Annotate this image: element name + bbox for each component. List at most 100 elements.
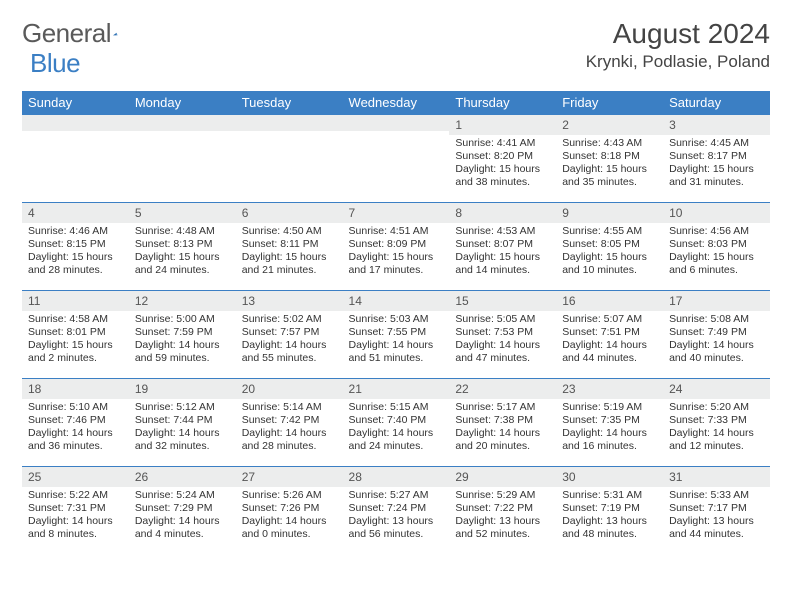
calendar-empty-cell (22, 115, 129, 203)
daylight-text-1: Daylight: 14 hours (349, 339, 444, 352)
sunset-text: Sunset: 7:33 PM (669, 414, 764, 427)
day-details: Sunrise: 5:19 AMSunset: 7:35 PMDaylight:… (556, 399, 663, 457)
daylight-text-2: and 24 minutes. (349, 440, 444, 453)
sunrise-text: Sunrise: 4:58 AM (28, 313, 123, 326)
daylight-text-2: and 8 minutes. (28, 528, 123, 541)
day-number: 25 (22, 467, 129, 487)
daylight-text-1: Daylight: 14 hours (242, 339, 337, 352)
day-number: 26 (129, 467, 236, 487)
sunset-text: Sunset: 7:53 PM (455, 326, 550, 339)
daylight-text-2: and 28 minutes. (242, 440, 337, 453)
sunset-text: Sunset: 7:38 PM (455, 414, 550, 427)
daylight-text-1: Daylight: 14 hours (242, 515, 337, 528)
daylight-text-2: and 55 minutes. (242, 352, 337, 365)
day-number: 27 (236, 467, 343, 487)
day-details: Sunrise: 4:46 AMSunset: 8:15 PMDaylight:… (22, 223, 129, 281)
sunset-text: Sunset: 8:15 PM (28, 238, 123, 251)
day-number: 28 (343, 467, 450, 487)
daylight-text-2: and 24 minutes. (135, 264, 230, 277)
calendar-day-cell: 14Sunrise: 5:03 AMSunset: 7:55 PMDayligh… (343, 291, 450, 379)
day-details: Sunrise: 5:24 AMSunset: 7:29 PMDaylight:… (129, 487, 236, 545)
daylight-text-1: Daylight: 14 hours (562, 427, 657, 440)
sunrise-text: Sunrise: 5:02 AM (242, 313, 337, 326)
day-number: 30 (556, 467, 663, 487)
daylight-text-1: Daylight: 14 hours (455, 427, 550, 440)
calendar-week-row: 4Sunrise: 4:46 AMSunset: 8:15 PMDaylight… (22, 203, 770, 291)
day-details: Sunrise: 5:00 AMSunset: 7:59 PMDaylight:… (129, 311, 236, 369)
daylight-text-1: Daylight: 15 hours (349, 251, 444, 264)
calendar-day-cell: 7Sunrise: 4:51 AMSunset: 8:09 PMDaylight… (343, 203, 450, 291)
sunset-text: Sunset: 8:05 PM (562, 238, 657, 251)
daylight-text-1: Daylight: 15 hours (28, 251, 123, 264)
weekday-header: Saturday (663, 91, 770, 115)
sunset-text: Sunset: 8:17 PM (669, 150, 764, 163)
day-details: Sunrise: 5:03 AMSunset: 7:55 PMDaylight:… (343, 311, 450, 369)
day-details: Sunrise: 4:48 AMSunset: 8:13 PMDaylight:… (129, 223, 236, 281)
day-number: 9 (556, 203, 663, 223)
day-number: 18 (22, 379, 129, 399)
day-details: Sunrise: 5:14 AMSunset: 7:42 PMDaylight:… (236, 399, 343, 457)
daylight-text-1: Daylight: 14 hours (242, 427, 337, 440)
calendar-empty-cell (129, 115, 236, 203)
daylight-text-1: Daylight: 14 hours (135, 427, 230, 440)
sunset-text: Sunset: 8:11 PM (242, 238, 337, 251)
sunset-text: Sunset: 7:44 PM (135, 414, 230, 427)
day-details: Sunrise: 4:50 AMSunset: 8:11 PMDaylight:… (236, 223, 343, 281)
sunset-text: Sunset: 7:40 PM (349, 414, 444, 427)
daylight-text-2: and 38 minutes. (455, 176, 550, 189)
sunset-text: Sunset: 7:26 PM (242, 502, 337, 515)
daylight-text-1: Daylight: 15 hours (562, 163, 657, 176)
day-number: 7 (343, 203, 450, 223)
daylight-text-2: and 28 minutes. (28, 264, 123, 277)
sunrise-text: Sunrise: 4:43 AM (562, 137, 657, 150)
daylight-text-1: Daylight: 13 hours (562, 515, 657, 528)
calendar-day-cell: 23Sunrise: 5:19 AMSunset: 7:35 PMDayligh… (556, 379, 663, 467)
sunrise-text: Sunrise: 5:07 AM (562, 313, 657, 326)
sunset-text: Sunset: 7:46 PM (28, 414, 123, 427)
sunset-text: Sunset: 7:51 PM (562, 326, 657, 339)
calendar-day-cell: 4Sunrise: 4:46 AMSunset: 8:15 PMDaylight… (22, 203, 129, 291)
calendar-day-cell: 6Sunrise: 4:50 AMSunset: 8:11 PMDaylight… (236, 203, 343, 291)
day-number: 13 (236, 291, 343, 311)
calendar-day-cell: 11Sunrise: 4:58 AMSunset: 8:01 PMDayligh… (22, 291, 129, 379)
sunrise-text: Sunrise: 5:12 AM (135, 401, 230, 414)
sunset-text: Sunset: 7:42 PM (242, 414, 337, 427)
sunrise-text: Sunrise: 4:56 AM (669, 225, 764, 238)
day-number: 5 (129, 203, 236, 223)
day-details: Sunrise: 5:27 AMSunset: 7:24 PMDaylight:… (343, 487, 450, 545)
daylight-text-2: and 36 minutes. (28, 440, 123, 453)
day-number: 3 (663, 115, 770, 135)
daylight-text-2: and 48 minutes. (562, 528, 657, 541)
daylight-text-2: and 31 minutes. (669, 176, 764, 189)
calendar-day-cell: 8Sunrise: 4:53 AMSunset: 8:07 PMDaylight… (449, 203, 556, 291)
sunrise-text: Sunrise: 5:29 AM (455, 489, 550, 502)
calendar-day-cell: 29Sunrise: 5:29 AMSunset: 7:22 PMDayligh… (449, 467, 556, 555)
weekday-header: Tuesday (236, 91, 343, 115)
calendar-day-cell: 19Sunrise: 5:12 AMSunset: 7:44 PMDayligh… (129, 379, 236, 467)
day-number: 29 (449, 467, 556, 487)
daylight-text-1: Daylight: 14 hours (28, 427, 123, 440)
sunrise-text: Sunrise: 5:20 AM (669, 401, 764, 414)
day-number: 31 (663, 467, 770, 487)
daylight-text-1: Daylight: 14 hours (28, 515, 123, 528)
sunrise-text: Sunrise: 5:22 AM (28, 489, 123, 502)
daylight-text-1: Daylight: 14 hours (669, 427, 764, 440)
day-details (343, 131, 450, 191)
daylight-text-1: Daylight: 15 hours (669, 163, 764, 176)
day-details: Sunrise: 5:20 AMSunset: 7:33 PMDaylight:… (663, 399, 770, 457)
day-number: 22 (449, 379, 556, 399)
day-details (129, 131, 236, 191)
daylight-text-2: and 4 minutes. (135, 528, 230, 541)
calendar-day-cell: 15Sunrise: 5:05 AMSunset: 7:53 PMDayligh… (449, 291, 556, 379)
daylight-text-1: Daylight: 15 hours (455, 251, 550, 264)
daylight-text-2: and 47 minutes. (455, 352, 550, 365)
calendar-week-row: 25Sunrise: 5:22 AMSunset: 7:31 PMDayligh… (22, 467, 770, 555)
daylight-text-2: and 10 minutes. (562, 264, 657, 277)
day-details: Sunrise: 4:53 AMSunset: 8:07 PMDaylight:… (449, 223, 556, 281)
sunrise-text: Sunrise: 4:45 AM (669, 137, 764, 150)
day-number: 1 (449, 115, 556, 135)
sunset-text: Sunset: 8:01 PM (28, 326, 123, 339)
day-number: 2 (556, 115, 663, 135)
daylight-text-1: Daylight: 13 hours (455, 515, 550, 528)
sunrise-text: Sunrise: 4:51 AM (349, 225, 444, 238)
